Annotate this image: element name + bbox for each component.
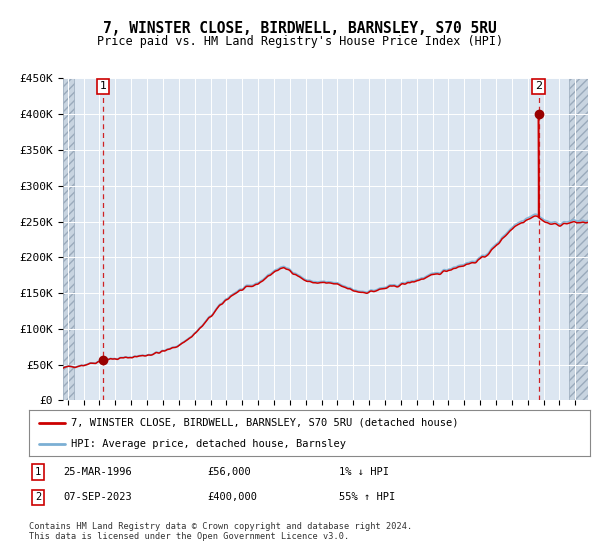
Text: 1% ↓ HPI: 1% ↓ HPI	[339, 467, 389, 477]
Text: 7, WINSTER CLOSE, BIRDWELL, BARNSLEY, S70 5RU: 7, WINSTER CLOSE, BIRDWELL, BARNSLEY, S7…	[103, 21, 497, 36]
Bar	[569, 78, 588, 400]
Text: 07-SEP-2023: 07-SEP-2023	[63, 492, 132, 502]
Text: HPI: Average price, detached house, Barnsley: HPI: Average price, detached house, Barn…	[71, 439, 346, 449]
Text: Price paid vs. HM Land Registry's House Price Index (HPI): Price paid vs. HM Land Registry's House …	[97, 35, 503, 48]
Text: £400,000: £400,000	[207, 492, 257, 502]
Text: 2: 2	[35, 492, 41, 502]
Bar	[63, 78, 74, 400]
Text: 1: 1	[35, 467, 41, 477]
Text: 2: 2	[535, 81, 542, 91]
Text: Contains HM Land Registry data © Crown copyright and database right 2024.
This d: Contains HM Land Registry data © Crown c…	[29, 522, 412, 542]
Text: £56,000: £56,000	[207, 467, 251, 477]
Text: 1: 1	[100, 81, 107, 91]
Text: 25-MAR-1996: 25-MAR-1996	[63, 467, 132, 477]
Text: 55% ↑ HPI: 55% ↑ HPI	[339, 492, 395, 502]
Text: 7, WINSTER CLOSE, BIRDWELL, BARNSLEY, S70 5RU (detached house): 7, WINSTER CLOSE, BIRDWELL, BARNSLEY, S7…	[71, 418, 458, 428]
